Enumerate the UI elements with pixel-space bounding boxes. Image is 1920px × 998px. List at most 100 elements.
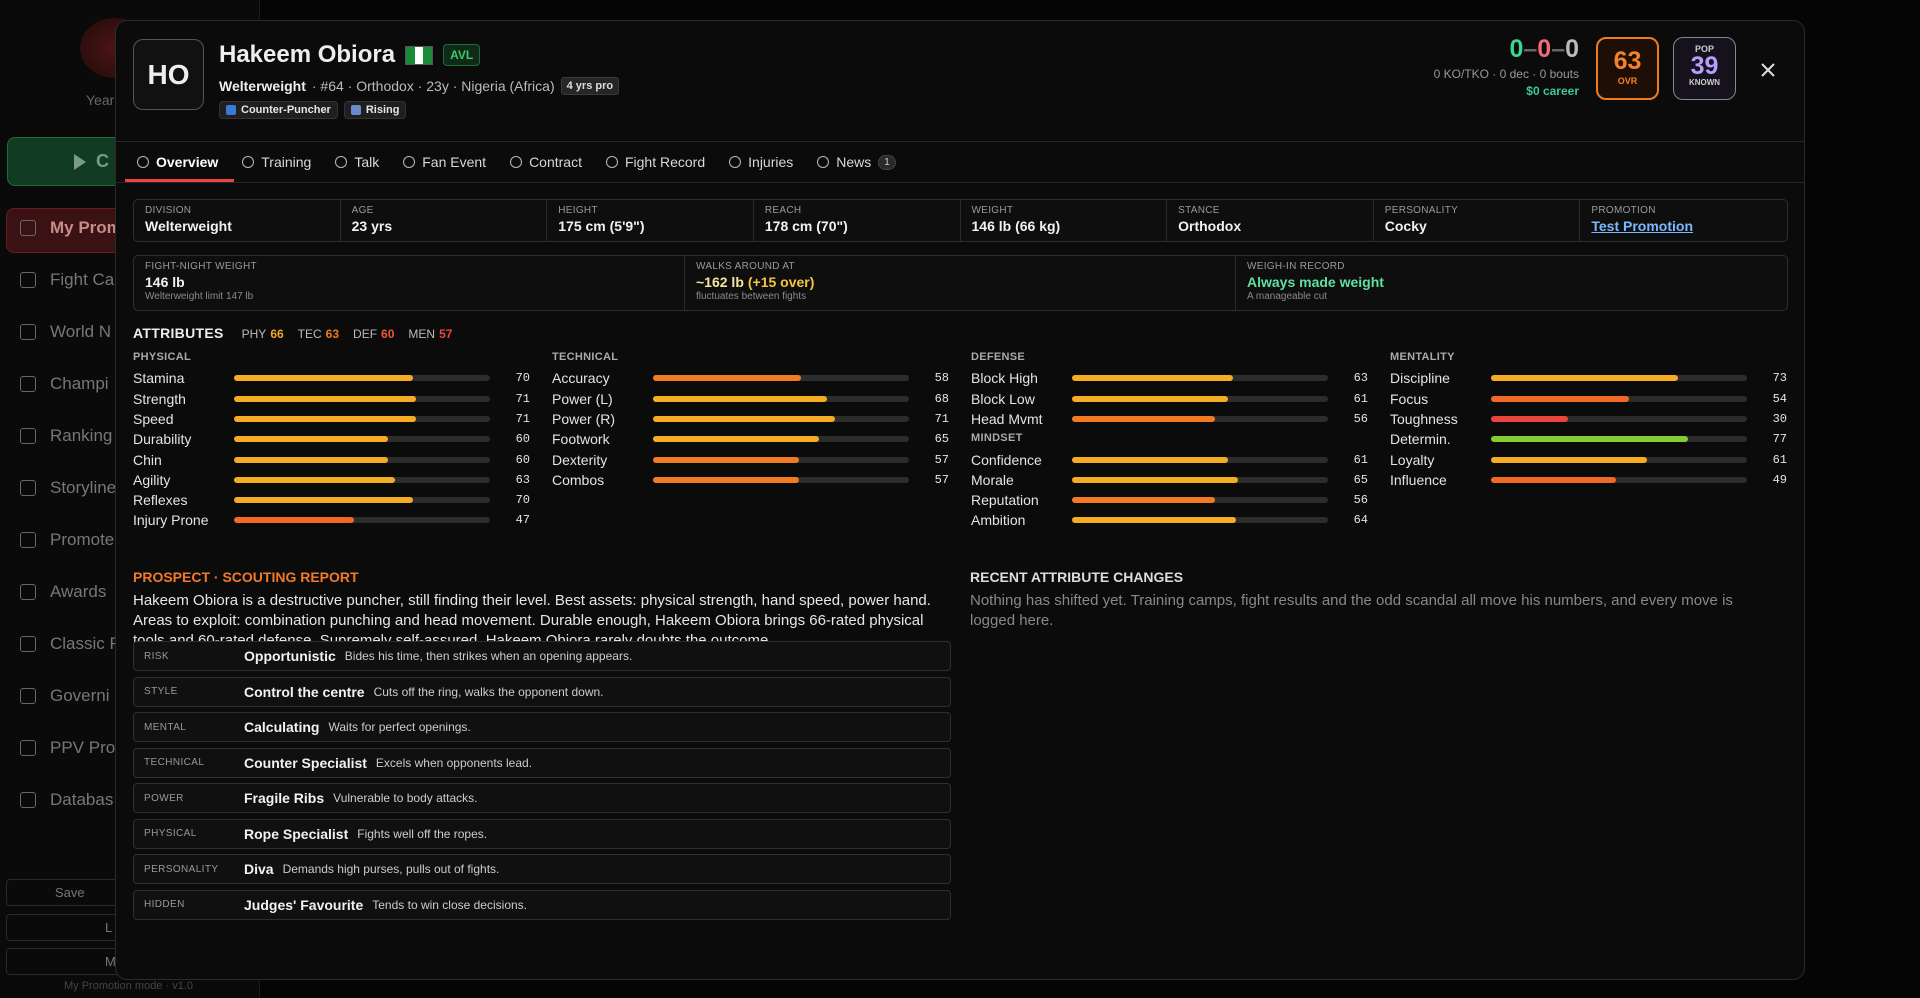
weight-cell: WEIGH-IN RECORD Always made weight A manag… [1236,256,1787,310]
tab-label: Overview [156,154,219,170]
summary-label: TEC [297,327,322,341]
trait-name: Control the centre [244,683,365,700]
trait-name: Fragile Ribs [244,790,325,806]
nav-item[interactable]: World N [20,322,111,342]
attribute-row: Combos 57 [552,470,962,490]
flag [405,45,434,65]
active-tab-underline [125,179,234,182]
profile-label: REACH [764,205,802,216]
nav-label: Ranking [50,426,113,445]
nav-label: Awards [50,582,107,601]
tab-icon [242,156,255,168]
tag: Counter-Puncher [219,101,338,119]
nav-item[interactable]: Storyline [20,478,116,498]
profile-value[interactable]: Test Promotion [1591,218,1694,234]
tag-label: Rising [365,104,400,116]
bar [234,395,416,402]
attribute-name: Strength [133,390,186,407]
nav-item[interactable]: Promote [20,530,114,550]
trait-category: HIDDEN [144,899,185,910]
bar [234,436,388,443]
tab[interactable]: News 1 [805,142,908,182]
nav-icon [20,376,36,392]
summary: DEF 60 [353,327,394,341]
recent-title: RECENT ATTRIBUTE CHANGES [970,569,1184,585]
tab[interactable]: Fan Event [391,142,498,182]
tab[interactable]: Overview [125,142,230,182]
trait-name: Judges' Favourite [244,896,364,913]
nav-label: My Prom [50,218,122,237]
attribute-name: Influence [1390,471,1447,488]
tab[interactable]: Talk [323,142,391,182]
nav-item[interactable]: Champi [20,374,109,394]
attributes-header: ATTRIBUTES PHY 66 TEC 63 DEF 60 MEN 57 [133,325,452,341]
losses: 0 [1537,35,1552,63]
nav-item[interactable]: Databas [20,790,113,810]
attribute-row: Discipline 73 [1390,368,1800,388]
attribute-value: 70 [515,493,530,508]
attribute-row: Toughness 30 [1390,409,1800,429]
attribute-value: 65 [1353,472,1368,487]
divider [116,141,1804,142]
attribute-value: 56 [1353,493,1368,508]
trait-desc: Cuts off the ring, walks the opponent do… [373,684,604,699]
trait-name: Diva [244,861,274,877]
weight-cell: FIGHT-NIGHT WEIGHT 146 lb Welterweight lim… [134,256,685,310]
nav-item[interactable]: PPV Pro [20,738,115,758]
tab[interactable]: Fight Record [594,142,717,182]
attribute-row: Accuracy 58 [552,368,962,388]
nav-item[interactable]: Ranking [20,426,112,446]
profile-cell: STANCE Orthodox [1167,200,1374,241]
attribute-row: Determin. 77 [1390,429,1800,449]
trait-row: TECHNICAL Counter Specialist Excels when o… [133,747,951,778]
bar-track [234,517,490,524]
close-button[interactable] [1761,63,1775,77]
attribute-row: Injury Prone 47 [133,510,543,530]
weight-cell: WALKS AROUND AT ~162 lb (+15 over) fluctuat… [685,256,1236,310]
attribute-row: Power (L) 68 [552,389,962,409]
nav-item[interactable]: Fight Ca [20,270,114,290]
trait-name: Calculating [244,719,320,735]
attributes-title: ATTRIBUTES [133,325,224,341]
nav-item[interactable]: Governi [20,686,110,706]
trait-desc: Excels when opponents lead. [375,755,533,770]
trait-desc: Vulnerable to body attacks. [333,791,478,805]
nav-item[interactable]: Awards [20,582,106,602]
attribute-value: 61 [1353,391,1368,406]
bar [1072,456,1229,463]
bar [1491,456,1648,463]
attribute-value: 61 [1772,452,1787,467]
tab[interactable]: Training [230,142,323,182]
trait-desc: Fights well off the ropes. [357,826,488,841]
nav-icon [20,324,36,340]
attribute-name: Head Mvmt [971,410,1043,427]
tab-icon [137,156,149,168]
attribute-name: Durability [133,431,192,448]
pop-value: 39 [1690,52,1719,80]
pop-tag: POP [1694,44,1714,54]
nav-label: Champi [50,374,109,393]
bar [653,375,802,382]
tab[interactable]: Contract [498,142,594,182]
attribute-row: Block Low 61 [971,389,1381,409]
profile-cell: PERSONALITY Cocky [1374,200,1581,241]
tab[interactable]: Injuries [717,142,805,182]
pro-years: 4 yrs pro [560,77,620,95]
profile-value: 178 cm (70") [764,218,848,234]
trait-category: PERSONALITY [144,863,219,875]
attribute-row: Footwork 65 [552,429,962,449]
nav-icon [20,792,36,808]
profile-label: PROMOTION [1591,205,1656,216]
play-icon [74,153,86,170]
trait-category: RISK [144,650,169,662]
profile-label: HEIGHT [558,205,598,216]
nav-item[interactable]: My Prom [20,218,122,238]
nav-icon [20,688,36,704]
trait-row: POWER Fragile Ribs Vulnerable to body atta… [133,783,951,813]
attribute-value: 49 [1772,472,1787,487]
nav-item[interactable]: Classic F [20,634,120,654]
pop-label: KNOWN [1688,78,1721,87]
attribute-row: Power (R) 71 [552,409,962,429]
bar [653,436,820,443]
